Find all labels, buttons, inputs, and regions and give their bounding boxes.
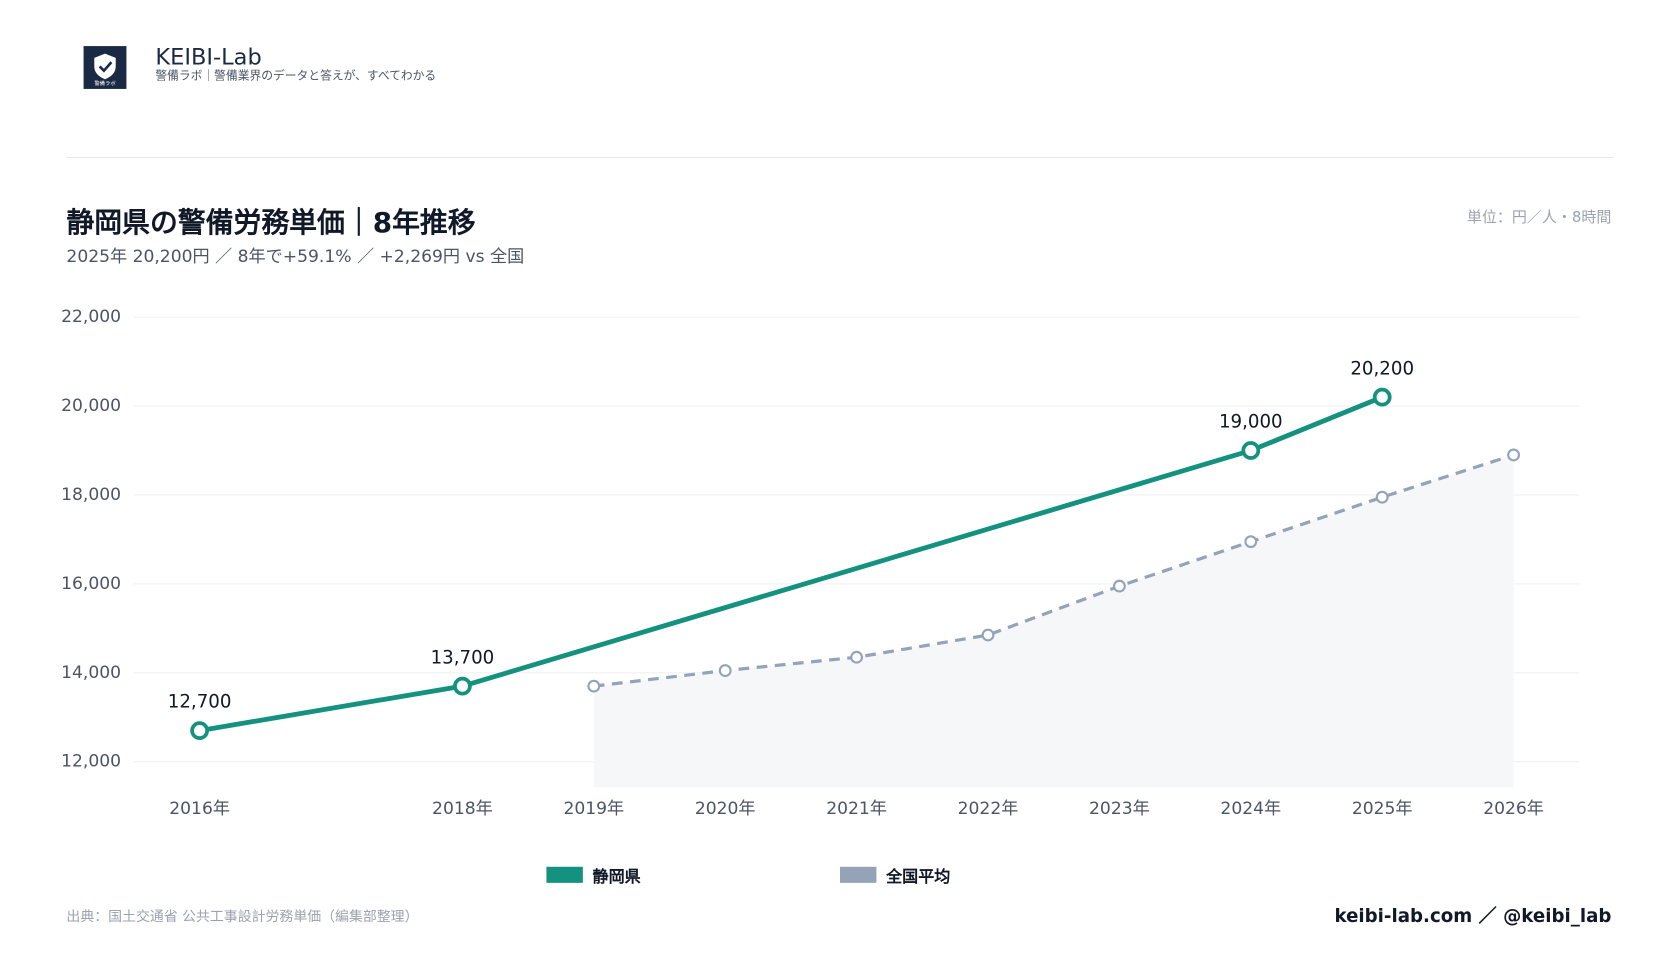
- logo-text: 警備ラボ: [94, 79, 116, 87]
- legend-swatch: [546, 866, 583, 883]
- point: [1507, 448, 1521, 462]
- point: [850, 650, 864, 664]
- y-tick-label: 20,000: [61, 396, 121, 416]
- source: 出典：国土交通省 公共工事設計労務単価（編集部整理）: [66, 908, 418, 925]
- y-tick-label: 16,000: [61, 574, 121, 594]
- value-label: 12,700: [168, 692, 232, 713]
- brand: KEIBI-Lab: [155, 44, 261, 70]
- y-tick-label: 18,000: [61, 485, 121, 505]
- point: [587, 679, 601, 693]
- point: [453, 676, 472, 696]
- legend-label: 全国平均: [885, 867, 950, 886]
- value-label: 20,200: [1350, 358, 1414, 379]
- point: [1244, 535, 1258, 549]
- legend-label: 静岡県: [593, 867, 641, 886]
- x-tick-label: 2019年: [563, 799, 624, 819]
- chart-subtitle: 2025年 20,200円 ／ 8年で+59.1% ／ +2,269円 vs 全…: [66, 247, 524, 267]
- unit-note: 単位：円／人・8時間: [1467, 208, 1612, 226]
- y-tick-label: 14,000: [61, 663, 121, 683]
- x-tick-label: 2022年: [958, 799, 1019, 819]
- point: [1375, 490, 1389, 504]
- value-label: 13,700: [431, 647, 495, 668]
- x-tick-label: 2026年: [1483, 799, 1544, 819]
- area: [593, 454, 1514, 788]
- line: [199, 394, 1384, 733]
- line: [593, 453, 1515, 688]
- legend-swatch: [840, 866, 877, 883]
- point: [718, 664, 732, 678]
- site: keibi-lab.com ／ @keibi_lab: [1334, 906, 1611, 927]
- point: [1241, 441, 1261, 460]
- logo-check: [98, 61, 113, 73]
- x-tick-label: 2021年: [826, 799, 887, 819]
- y-tick-label: 22,000: [61, 307, 121, 327]
- x-tick-label: 2020年: [695, 799, 756, 819]
- logo-shield: [94, 53, 116, 80]
- chart-title: 静岡県の警備労務単価｜8年推移: [66, 206, 475, 239]
- point: [190, 721, 210, 740]
- x-tick-label: 2025年: [1352, 799, 1413, 819]
- y-tick-label: 12,000: [61, 752, 121, 772]
- x-tick-label: 2024年: [1220, 799, 1281, 819]
- x-tick-label: 2018年: [432, 799, 493, 819]
- x-tick-label: 2016年: [169, 799, 230, 819]
- value-label: 19,000: [1219, 412, 1283, 433]
- point: [1112, 579, 1126, 593]
- point: [981, 628, 995, 642]
- tagline: 警備ラボ｜警備業界のデータと答えが、すべてわかる: [155, 69, 436, 83]
- x-tick-label: 2023年: [1089, 799, 1150, 819]
- point: [1372, 387, 1392, 407]
